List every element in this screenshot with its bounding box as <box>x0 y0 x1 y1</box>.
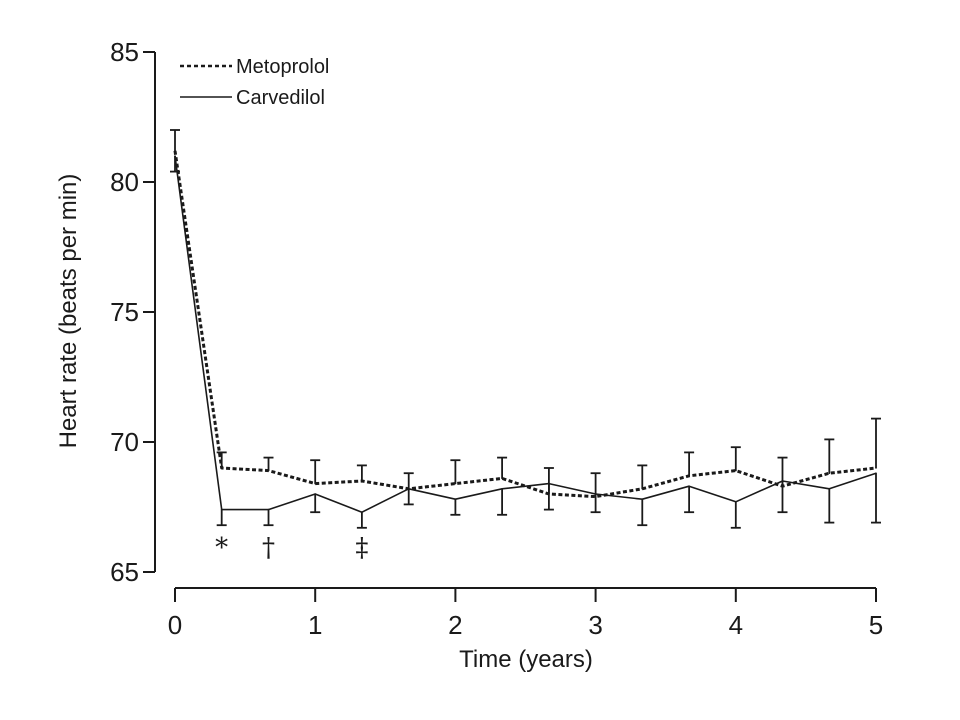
point-metoprolol-12 <box>735 469 737 472</box>
legend-label-carvedilol: Carvedilol <box>236 87 325 109</box>
point-metoprolol-2 <box>267 469 270 472</box>
point-carvedilol-12 <box>735 501 737 503</box>
series-layer <box>170 129 881 529</box>
y-tick-label-80: 80 <box>110 167 139 197</box>
point-carvedilol-5 <box>407 488 410 490</box>
point-metoprolol-6 <box>454 482 457 485</box>
y-tick-label-70: 70 <box>110 427 139 457</box>
significance-marker-1: † <box>262 533 275 563</box>
point-carvedilol-11 <box>688 485 690 488</box>
point-carvedilol-7 <box>501 488 503 490</box>
series-carvedilol <box>170 155 881 529</box>
point-metoprolol-10 <box>641 488 644 490</box>
series-line-carvedilol <box>174 155 877 514</box>
x-tick-label-1: 1 <box>308 610 322 640</box>
point-metoprolol-7 <box>501 477 503 480</box>
significance-markers: * † ‡ <box>215 533 368 563</box>
point-metoprolol-15 <box>875 467 877 469</box>
x-tick-label-3: 3 <box>588 610 602 640</box>
point-carvedilol-4 <box>361 511 363 513</box>
x-tick-label-4: 4 <box>729 610 743 640</box>
point-carvedilol-2 <box>267 508 270 511</box>
x-tick-label-2: 2 <box>448 610 462 640</box>
point-carvedilol-9 <box>594 493 597 495</box>
significance-marker-2: ‡ <box>355 533 368 563</box>
point-carvedilol-3 <box>314 493 317 495</box>
y-tick-label-65: 65 <box>110 557 139 587</box>
x-tick-label-0: 0 <box>168 610 182 640</box>
x-axis-title: Time (years) <box>459 646 593 673</box>
series-metoprolol <box>170 129 881 499</box>
point-metoprolol-3 <box>314 482 317 485</box>
significance-marker-0: * <box>215 533 228 563</box>
y-tick-label-85: 85 <box>110 37 139 67</box>
series-line-metoprolol <box>173 150 877 499</box>
legend-label-metoprolol: Metoprolol <box>236 56 329 78</box>
point-metoprolol-4 <box>361 480 363 482</box>
x-tick-label-5: 5 <box>869 610 883 640</box>
point-carvedilol-1 <box>220 508 223 511</box>
y-axis-ticks: 65 70 75 80 85 <box>110 37 155 587</box>
point-metoprolol-0 <box>174 150 176 152</box>
x-axis-ticks: 0 1 2 3 4 5 <box>168 588 883 640</box>
point-carvedilol-0 <box>174 155 176 157</box>
y-tick-label-75: 75 <box>110 297 139 327</box>
point-carvedilol-6 <box>454 498 457 501</box>
point-carvedilol-13 <box>781 480 784 482</box>
axes: 65 70 75 80 85 0 1 2 3 4 5 <box>110 37 883 640</box>
point-metoprolol-11 <box>688 475 690 477</box>
point-metoprolol-14 <box>828 472 831 475</box>
point-carvedilol-8 <box>548 482 550 485</box>
point-carvedilol-14 <box>828 488 831 490</box>
y-axis-title: Heart rate (beats per min) <box>55 174 82 449</box>
point-carvedilol-10 <box>641 498 644 501</box>
point-metoprolol-1 <box>220 467 223 469</box>
legend: Metoprolol Carvedilol <box>180 56 329 109</box>
point-carvedilol-15 <box>875 472 877 475</box>
